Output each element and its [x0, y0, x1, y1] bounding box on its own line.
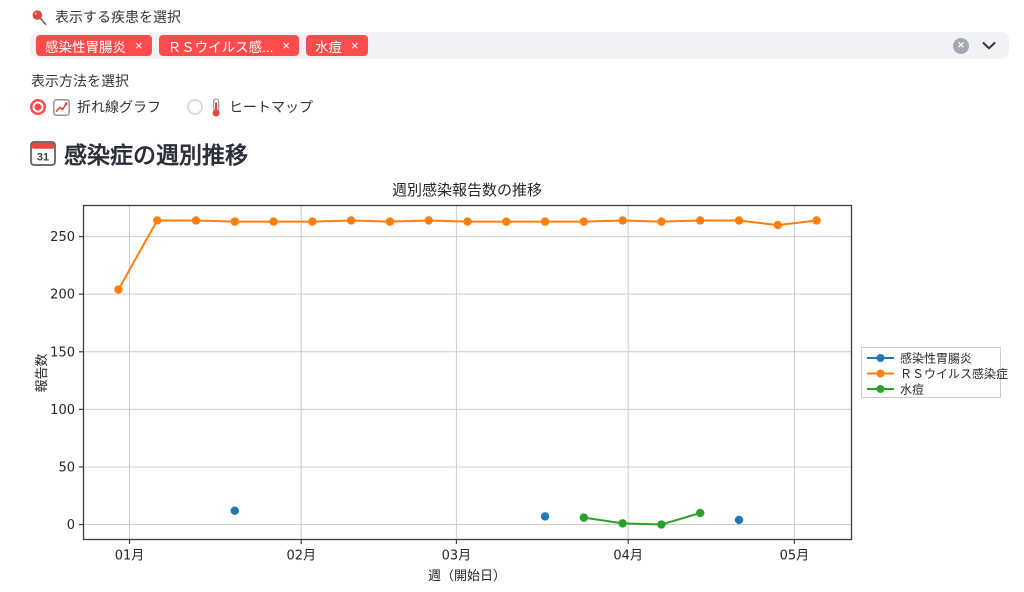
radio-unselected-icon [187, 99, 203, 115]
radio-line-chart[interactable]: 折れ線グラフ [30, 97, 161, 117]
multiselect-controls: ✕ [953, 37, 996, 54]
y-axis-label: 報告数 [35, 353, 50, 392]
data-point [540, 512, 550, 521]
data-point [463, 217, 472, 226]
svg-text:31: 31 [37, 152, 49, 164]
legend-label: ＲＳウイルス感染症 [900, 366, 1008, 381]
data-point [696, 216, 705, 225]
remove-tag-icon[interactable]: × [135, 38, 143, 53]
x-tick-label: 01月 [115, 549, 145, 564]
gridlines [83, 205, 852, 540]
pushpin-icon [32, 9, 47, 25]
radio-line-chart-label: 折れ線グラフ [77, 99, 161, 115]
legend-dot-marker [876, 354, 885, 362]
legend-label: 水痘 [900, 381, 924, 396]
chart-type-radio-group: 折れ線グラフ ヒートマップ [30, 97, 313, 117]
chart-plot-area: 0 50 100 150 200 250 01月 02月 03月 04月 05月 [50, 204, 853, 564]
series-line [583, 512, 701, 526]
page-title: 31 感染症の週別推移 [30, 136, 248, 170]
data-point [346, 216, 356, 225]
radio-heatmap-label: ヒートマップ [229, 99, 313, 115]
chart-legend: 感染性胃腸炎 ＲＳウイルス感染症 水痘 [861, 347, 1008, 398]
y-tick-label: 250 [50, 230, 75, 245]
disease-select-label: 表示する疾患を選択 [31, 7, 181, 27]
tag-gastroenteritis: 感染性胃腸炎 × [36, 35, 152, 56]
data-point [657, 217, 666, 226]
legend-dot-marker [876, 369, 885, 378]
data-point [424, 216, 433, 225]
y-tick-label: 100 [50, 403, 75, 418]
method-select-label: 表示方法を選択 [31, 71, 129, 91]
data-point [269, 217, 278, 226]
data-point [734, 515, 744, 525]
disease-multiselect[interactable]: 感染性胃腸炎 × ＲＳウイルス感... × 水痘 × ✕ [30, 32, 1009, 59]
x-tick-label: 05月 [780, 549, 810, 564]
y-tick-label: 150 [50, 345, 75, 360]
y-tick-label: 0 [67, 518, 75, 533]
calendar-icon: 31 [30, 141, 56, 166]
tag-varicella: 水痘 × [305, 35, 368, 56]
legend-label: 感染性胃腸炎 [900, 350, 972, 365]
weekly-trend-chart: 0 50 100 150 200 250 01月 02月 03月 04月 05月 週別感染報告数の推… [35, 181, 1008, 584]
selected-tags: 感染性胃腸炎 × ＲＳウイルス感... × 水痘 × [36, 35, 368, 56]
x-tick-label: 02月 [286, 549, 316, 564]
radio-selected-icon [30, 99, 46, 115]
line-chart-icon [53, 98, 70, 116]
legend-dot-marker [876, 385, 885, 393]
x-tick-label: 04月 [613, 549, 643, 564]
series-line [117, 219, 817, 291]
data-point [657, 520, 666, 529]
data-point [152, 216, 162, 225]
disease-select-label-text: 表示する疾患を選択 [55, 9, 181, 25]
series-ＲＳウイルス感染症 [114, 216, 821, 294]
data-point [540, 217, 550, 226]
remove-tag-icon[interactable]: × [282, 38, 290, 53]
data-point [502, 217, 511, 226]
data-point [385, 217, 395, 226]
y-tick-label: 200 [50, 288, 75, 303]
data-point [734, 216, 744, 225]
data-point [618, 216, 627, 225]
plot-border [82, 204, 853, 541]
y-tick-label: 50 [58, 460, 75, 475]
x-tick-label: 03月 [442, 549, 472, 564]
chevron-down-icon[interactable] [982, 41, 996, 50]
remove-tag-icon[interactable]: × [350, 38, 359, 53]
data-point [812, 216, 821, 225]
data-point [230, 506, 239, 515]
data-point [579, 217, 589, 226]
series-感染性胃腸炎 [230, 506, 744, 525]
radio-heatmap[interactable]: ヒートマップ [187, 97, 313, 117]
clear-all-icon[interactable]: ✕ [953, 37, 969, 54]
tick-labels: 0 50 100 150 200 250 01月 02月 03月 04月 05月 [50, 230, 809, 563]
data-point [696, 508, 705, 518]
page-title-text: 感染症の週別推移 [64, 142, 248, 168]
data-point [308, 217, 317, 226]
thermometer-icon [212, 97, 220, 117]
data-point [618, 519, 627, 528]
data-point [773, 220, 783, 230]
data-point [191, 216, 201, 225]
chart-title: 週別感染報告数の推移 [392, 181, 542, 199]
tag-label: 水痘 [314, 39, 342, 55]
tag-label: ＲＳウイルス感... [167, 39, 274, 55]
data-point [114, 285, 123, 294]
data-point [230, 217, 239, 226]
x-axis-label: 週（開始日） [428, 569, 506, 584]
data-point [579, 513, 589, 522]
method-select-label-text: 表示方法を選択 [31, 73, 129, 89]
tag-rs-virus: ＲＳウイルス感... × [158, 35, 299, 56]
tag-label: 感染性胃腸炎 [45, 39, 126, 55]
series-水痘 [579, 508, 705, 529]
